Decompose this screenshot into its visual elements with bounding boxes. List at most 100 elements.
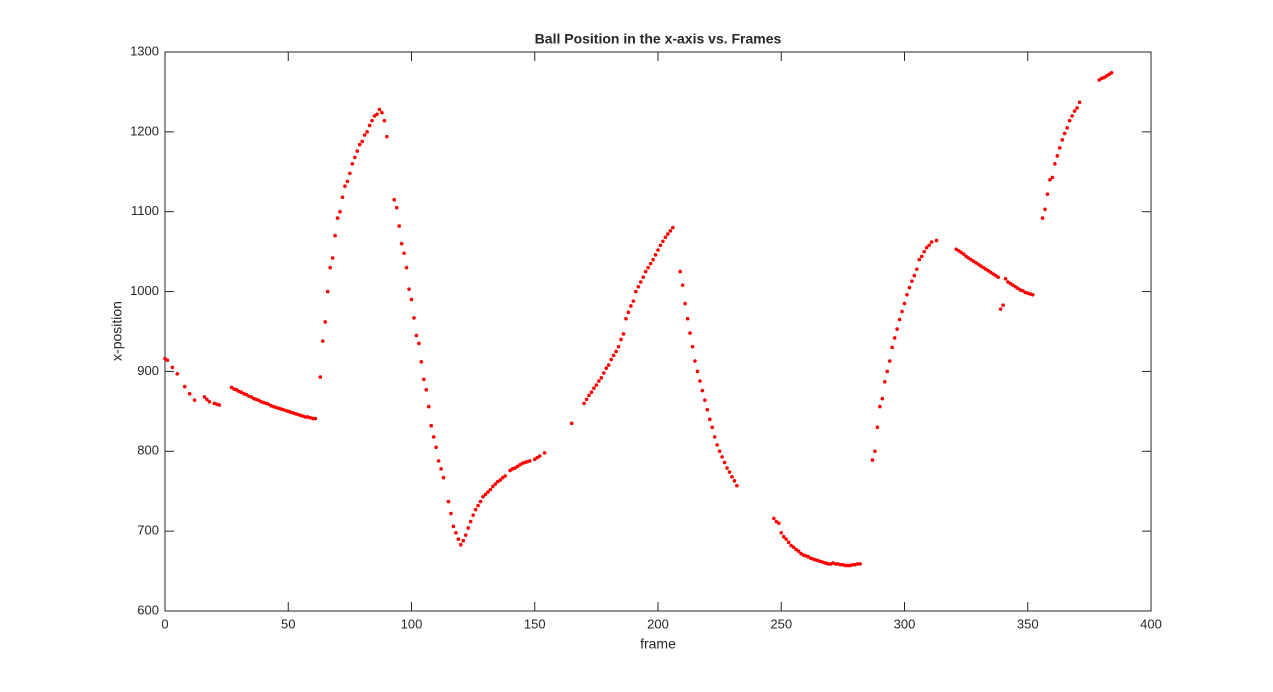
point (503, 474, 507, 478)
point (772, 516, 776, 521)
y-tick-label: 1000 (130, 283, 159, 298)
point (392, 197, 397, 202)
point (698, 379, 702, 383)
point (707, 417, 712, 422)
point (786, 540, 791, 545)
chart-title: Ball Position in the x-axis vs. Frames (535, 31, 782, 47)
point (488, 487, 493, 492)
point (717, 449, 722, 454)
point (1050, 175, 1055, 180)
point (1057, 146, 1062, 150)
point (651, 257, 655, 262)
point (616, 344, 621, 349)
point (202, 395, 207, 399)
point (323, 320, 328, 324)
point (451, 524, 456, 529)
point (350, 162, 355, 166)
point (882, 380, 887, 384)
point (880, 396, 885, 401)
point (165, 358, 170, 363)
point (436, 459, 441, 463)
y-tick-label: 800 (137, 443, 159, 458)
point (328, 265, 332, 270)
point (710, 425, 715, 430)
point (998, 307, 1003, 311)
point (582, 401, 586, 406)
point (902, 301, 907, 306)
point (493, 482, 498, 486)
point (910, 279, 914, 283)
point (592, 386, 596, 390)
point (385, 134, 389, 139)
point (897, 317, 902, 322)
point (666, 232, 670, 236)
point (700, 388, 705, 393)
point (703, 398, 707, 402)
point (498, 478, 503, 482)
point (449, 511, 453, 516)
point (1062, 131, 1067, 136)
point (597, 379, 601, 383)
x-tick-label: 250 (770, 616, 792, 631)
point (345, 179, 350, 184)
point (776, 521, 781, 525)
point (454, 530, 458, 535)
y-tick-label: 700 (137, 523, 159, 538)
point (781, 534, 786, 539)
point (887, 359, 892, 363)
point (725, 466, 729, 470)
point (330, 256, 335, 260)
point (380, 110, 384, 115)
point (422, 377, 426, 382)
point (826, 562, 830, 566)
point (370, 118, 374, 123)
point (611, 353, 616, 358)
point (459, 542, 463, 547)
y-axis-label: x-position (109, 301, 125, 361)
point (175, 372, 180, 376)
point (1030, 292, 1035, 297)
point (646, 265, 650, 270)
point (537, 454, 542, 458)
point (192, 398, 197, 402)
point (414, 333, 419, 338)
y-tick-label: 600 (137, 602, 159, 617)
point (424, 387, 429, 392)
point (917, 257, 922, 262)
point (429, 423, 434, 428)
point (338, 209, 342, 214)
point (333, 233, 337, 238)
y-tick-label: 1100 (131, 203, 159, 218)
point (1065, 126, 1069, 130)
point (375, 112, 379, 117)
point (875, 425, 880, 430)
point (924, 245, 929, 250)
point (843, 563, 848, 568)
x-tick-label: 50 (281, 616, 295, 631)
x-tick-label: 0 (161, 616, 168, 631)
point (360, 139, 365, 144)
point (661, 239, 665, 244)
point (855, 562, 860, 566)
point (426, 404, 431, 409)
point (670, 225, 675, 230)
point (919, 254, 924, 259)
point (348, 171, 352, 176)
point (353, 155, 357, 160)
point (404, 265, 409, 270)
point (394, 205, 399, 210)
point (217, 403, 222, 407)
point (594, 383, 599, 387)
point (850, 562, 855, 567)
point (638, 280, 643, 284)
point (419, 360, 424, 364)
point (481, 495, 485, 499)
point (1048, 177, 1052, 182)
point (846, 563, 850, 568)
point (922, 249, 927, 254)
x-axis-label: frame (640, 636, 676, 652)
point (1109, 70, 1114, 75)
point (397, 224, 401, 228)
point (365, 130, 369, 134)
point (779, 530, 784, 535)
